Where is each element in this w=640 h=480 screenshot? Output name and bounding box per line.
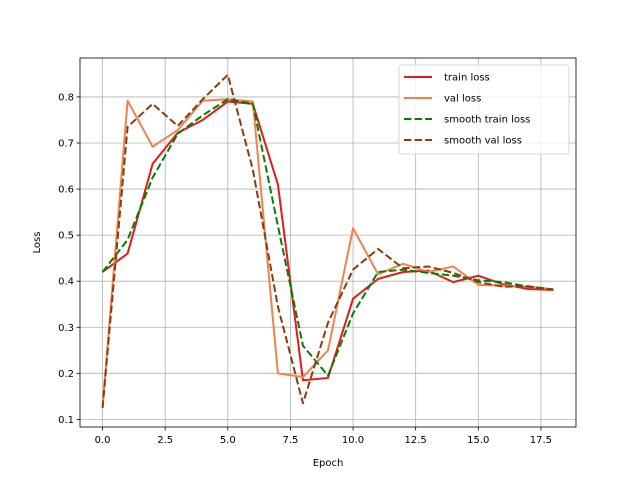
y-tick-label: 0.4 [58, 277, 74, 288]
series-line-train-loss [101, 100, 554, 382]
x-tick-label: 5.0 [220, 435, 236, 446]
legend: train loss val loss smooth train loss smoot… [398, 64, 570, 155]
legend-label: smooth train loss [444, 115, 530, 126]
legend-label: train loss [444, 73, 490, 84]
y-tick-label: 0.7 [58, 138, 74, 149]
legend-box [398, 64, 570, 155]
y-axis-label: Loss [32, 232, 43, 254]
x-tick-label: 2.5 [157, 435, 173, 446]
x-tick-label: 7.5 [282, 435, 298, 446]
x-tick-label: 17.5 [530, 435, 552, 446]
x-tick-label: 0.0 [95, 435, 111, 446]
series-lines [101, 73, 554, 408]
legend-label: val loss [444, 94, 481, 105]
y-tick-label: 0.2 [58, 369, 74, 380]
plot-frame [79, 57, 577, 428]
series-line-smooth-train-loss [101, 98, 554, 377]
series-line-val-loss [101, 98, 554, 408]
y-tick-label: 0.6 [58, 185, 74, 196]
y-tick-label: 0.3 [58, 323, 74, 334]
x-tick-label: 12.5 [405, 435, 427, 446]
x-axis-label: Epoch [313, 458, 344, 469]
axis-ticks: 0.0 2.5 5.0 7.5 10.0 12.5 15.0 17.5 0.1 0.2 0.3 0.4… [58, 92, 552, 446]
x-tick-label: 15.0 [467, 435, 489, 446]
y-tick-label: 0.1 [58, 415, 74, 426]
y-tick-label: 0.5 [58, 231, 74, 242]
series-line-smooth-val-loss [101, 73, 554, 408]
y-tick-label: 0.8 [58, 92, 74, 103]
legend-label: smooth val loss [444, 136, 522, 147]
x-tick-label: 10.0 [342, 435, 364, 446]
